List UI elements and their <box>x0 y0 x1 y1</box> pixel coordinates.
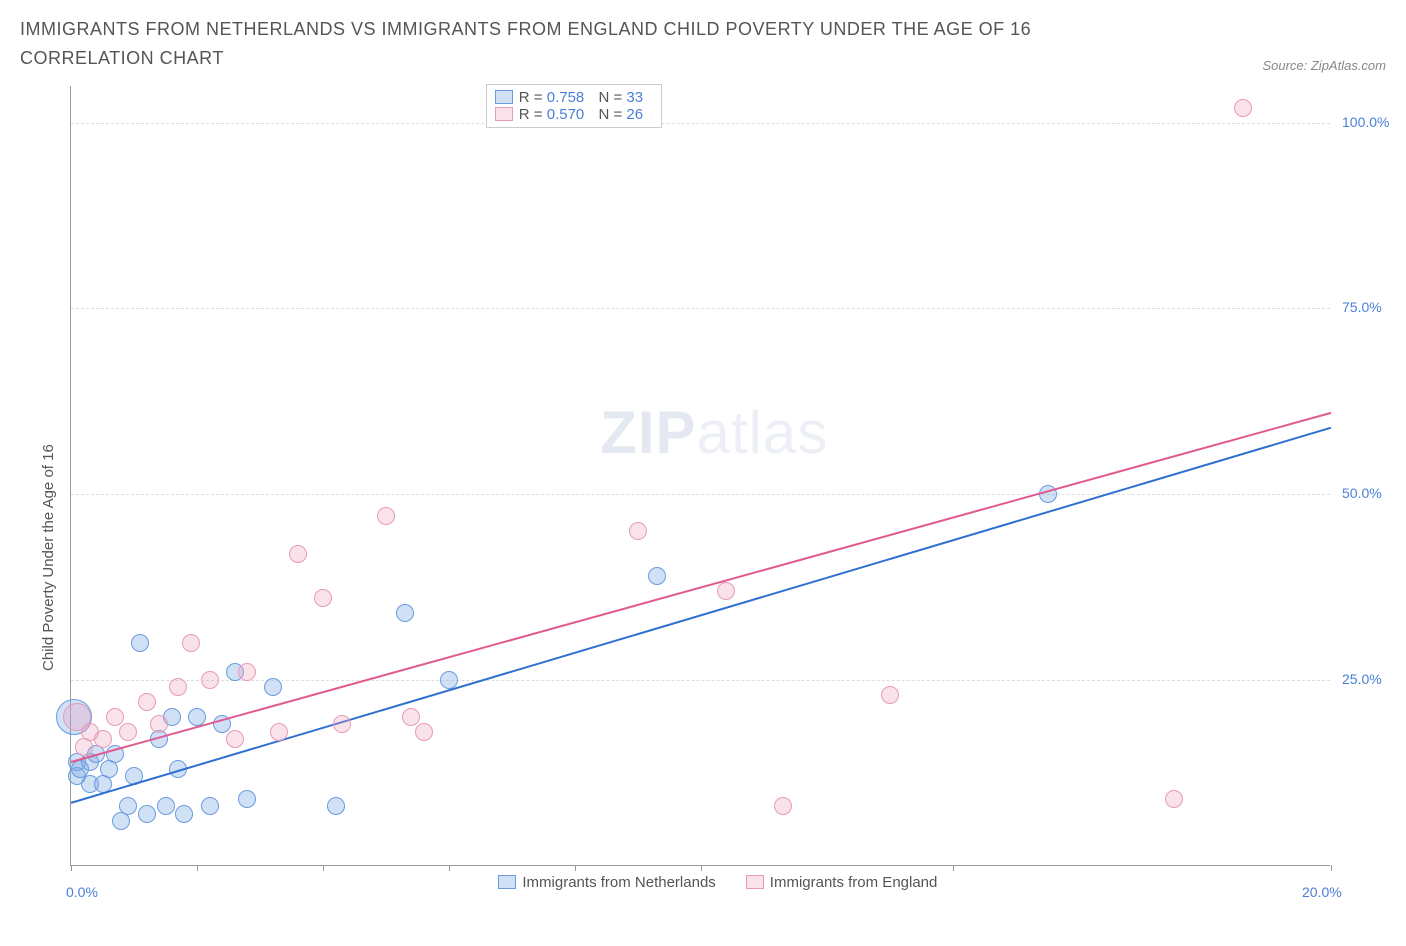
data-point-england[interactable] <box>377 507 395 525</box>
x-tick <box>575 865 576 871</box>
x-tick <box>701 865 702 871</box>
data-point-netherlands[interactable] <box>125 767 143 785</box>
x-axis-min-label: 0.0% <box>66 884 98 900</box>
y-tick-label: 75.0% <box>1342 299 1382 315</box>
data-point-england[interactable] <box>270 723 288 741</box>
legend-item-england[interactable]: Immigrants from England <box>746 874 938 891</box>
legend-row-netherlands: R = 0.758 N = 33 <box>495 89 653 106</box>
data-point-netherlands[interactable] <box>169 760 187 778</box>
data-point-netherlands[interactable] <box>327 797 345 815</box>
data-point-netherlands[interactable] <box>213 715 231 733</box>
y-tick-label: 25.0% <box>1342 671 1382 687</box>
data-point-netherlands[interactable] <box>396 604 414 622</box>
plot-area: ZIPatlas <box>70 86 1330 866</box>
x-tick <box>449 865 450 871</box>
data-point-netherlands[interactable] <box>440 671 458 689</box>
data-point-netherlands[interactable] <box>119 797 137 815</box>
data-point-netherlands[interactable] <box>106 745 124 763</box>
data-point-england[interactable] <box>1234 99 1252 117</box>
x-tick <box>1331 865 1332 871</box>
chart-title: IMMIGRANTS FROM NETHERLANDS VS IMMIGRANT… <box>20 15 1120 73</box>
grid-line <box>71 494 1330 495</box>
legend-row-england: R = 0.570 N = 26 <box>495 106 653 123</box>
x-tick <box>71 865 72 871</box>
grid-line <box>71 308 1330 309</box>
data-point-england[interactable] <box>402 708 420 726</box>
watermark: ZIPatlas <box>600 398 828 467</box>
data-point-netherlands[interactable] <box>238 790 256 808</box>
data-point-england[interactable] <box>1165 790 1183 808</box>
x-tick <box>953 865 954 871</box>
data-point-england[interactable] <box>94 730 112 748</box>
swatch-netherlands <box>498 875 516 889</box>
regression-line-england <box>71 86 1331 866</box>
x-axis-max-label: 20.0% <box>1302 884 1342 900</box>
data-point-netherlands[interactable] <box>264 678 282 696</box>
data-point-england[interactable] <box>774 797 792 815</box>
data-point-netherlands[interactable] <box>648 567 666 585</box>
correlation-scatter-chart: Child Poverty Under the Age of 16 ZIPatl… <box>20 81 1386 931</box>
data-point-netherlands[interactable] <box>188 708 206 726</box>
y-tick-label: 100.0% <box>1342 114 1389 130</box>
x-tick <box>323 865 324 871</box>
data-point-netherlands[interactable] <box>138 805 156 823</box>
swatch-netherlands <box>495 90 513 104</box>
data-point-england[interactable] <box>119 723 137 741</box>
data-point-england[interactable] <box>415 723 433 741</box>
data-point-england[interactable] <box>182 634 200 652</box>
swatch-england <box>495 107 513 121</box>
data-point-england[interactable] <box>106 708 124 726</box>
source-prefix: Source: <box>1262 58 1310 73</box>
data-point-england[interactable] <box>150 715 168 733</box>
data-point-netherlands[interactable] <box>1039 485 1057 503</box>
grid-line <box>71 123 1330 124</box>
data-point-england[interactable] <box>169 678 187 696</box>
grid-line <box>71 680 1330 681</box>
source-link[interactable]: ZipAtlas.com <box>1311 58 1386 73</box>
legend-label-netherlands: Immigrants from Netherlands <box>522 874 715 891</box>
swatch-england <box>746 875 764 889</box>
data-point-netherlands[interactable] <box>157 797 175 815</box>
legend-series: Immigrants from Netherlands Immigrants fr… <box>498 874 937 891</box>
source-attribution: Source: ZipAtlas.com <box>1262 58 1386 73</box>
regression-line-netherlands <box>71 86 1331 866</box>
data-point-england[interactable] <box>226 730 244 748</box>
data-point-england[interactable] <box>138 693 156 711</box>
data-point-england[interactable] <box>289 545 307 563</box>
y-tick-label: 50.0% <box>1342 485 1382 501</box>
y-axis-title: Child Poverty Under the Age of 16 <box>40 444 57 671</box>
data-point-england[interactable] <box>881 686 899 704</box>
data-point-netherlands[interactable] <box>131 634 149 652</box>
legend-label-england: Immigrants from England <box>770 874 938 891</box>
data-point-netherlands[interactable] <box>201 797 219 815</box>
data-point-england[interactable] <box>629 522 647 540</box>
data-point-england[interactable] <box>314 589 332 607</box>
data-point-england[interactable] <box>717 582 735 600</box>
data-point-england[interactable] <box>201 671 219 689</box>
data-point-netherlands[interactable] <box>175 805 193 823</box>
data-point-england[interactable] <box>238 663 256 681</box>
data-point-england[interactable] <box>333 715 351 733</box>
x-tick <box>197 865 198 871</box>
legend-correlation-stats: R = 0.758 N = 33R = 0.570 N = 26 <box>486 84 662 128</box>
legend-item-netherlands[interactable]: Immigrants from Netherlands <box>498 874 715 891</box>
